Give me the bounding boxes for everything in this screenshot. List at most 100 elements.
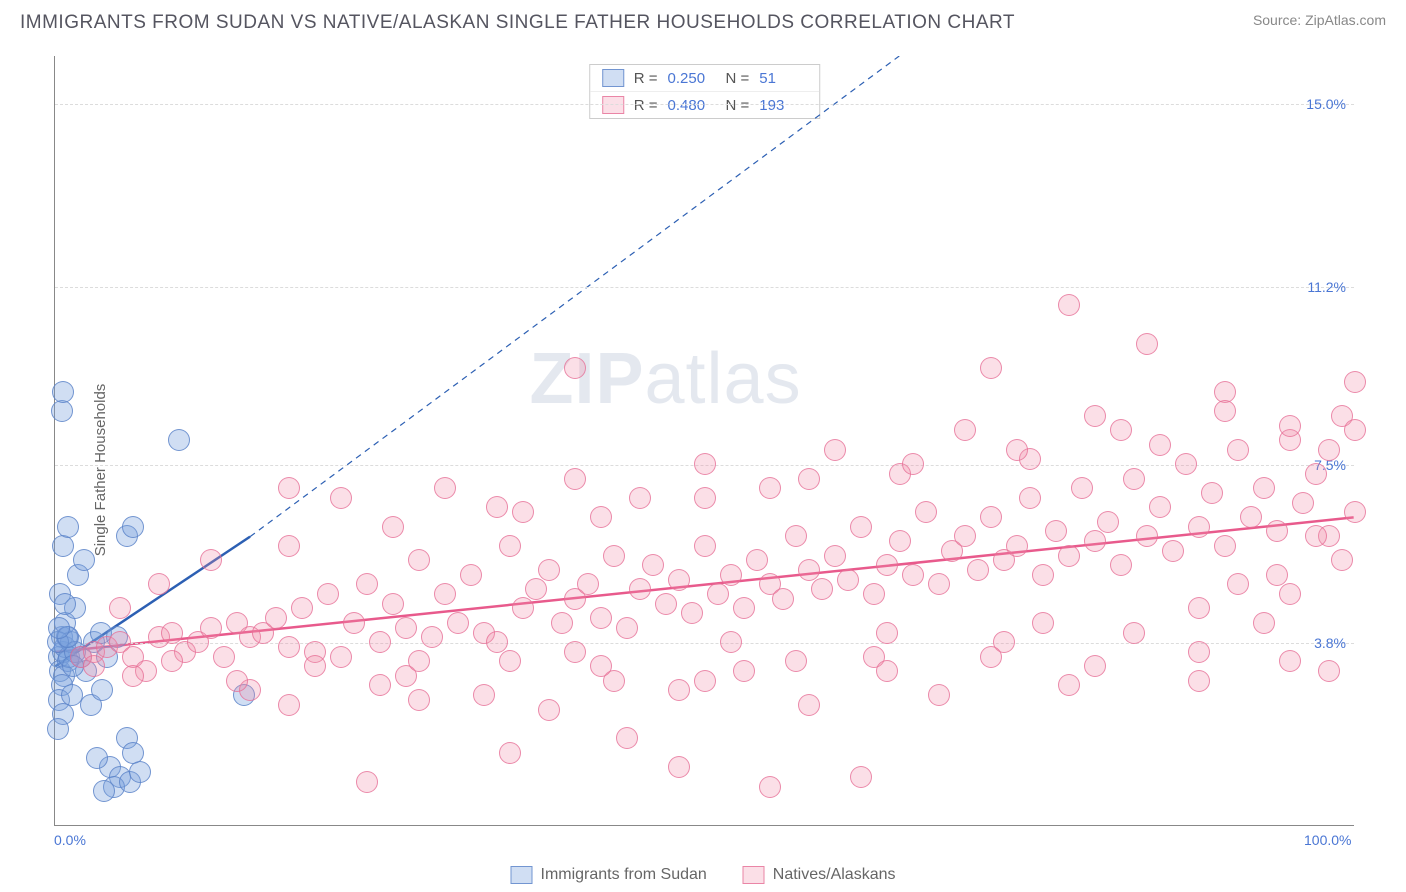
correlation-legend: R = 0.250 N = 51 R = 0.480 N = 193 — [589, 64, 821, 119]
data-point — [902, 564, 924, 586]
data-point — [928, 684, 950, 706]
data-point — [265, 607, 287, 629]
data-point — [980, 357, 1002, 379]
data-point — [967, 559, 989, 581]
data-point — [1175, 453, 1197, 475]
data-point — [1110, 419, 1132, 441]
data-point — [720, 564, 742, 586]
legend-swatch-blue — [511, 866, 533, 884]
chart-title: IMMIGRANTS FROM SUDAN VS NATIVE/ALASKAN … — [20, 12, 1015, 34]
data-point — [538, 559, 560, 581]
data-point — [278, 535, 300, 557]
data-point — [824, 439, 846, 461]
data-point — [1331, 549, 1353, 571]
data-point — [694, 487, 716, 509]
data-point — [51, 400, 73, 422]
data-point — [291, 597, 313, 619]
data-point — [52, 381, 74, 403]
data-point — [785, 525, 807, 547]
data-point — [499, 742, 521, 764]
data-point — [434, 583, 456, 605]
data-point — [1305, 525, 1327, 547]
data-point — [278, 636, 300, 658]
data-point — [1266, 520, 1288, 542]
legend-item-pink: Natives/Alaskans — [743, 866, 896, 884]
data-point — [590, 655, 612, 677]
data-point — [642, 554, 664, 576]
data-point — [369, 631, 391, 653]
data-point — [1149, 496, 1171, 518]
legend-label-pink: Natives/Alaskans — [773, 866, 896, 884]
data-point — [1006, 535, 1028, 557]
data-point — [86, 747, 108, 769]
data-point — [889, 530, 911, 552]
data-point — [954, 419, 976, 441]
data-point — [798, 694, 820, 716]
data-point — [1032, 612, 1054, 634]
plot-area: ZIPatlas R = 0.250 N = 51 R = 0.480 N = … — [54, 56, 1354, 826]
data-point — [564, 641, 586, 663]
data-point — [694, 453, 716, 475]
data-point — [161, 622, 183, 644]
data-point — [720, 631, 742, 653]
data-point — [1214, 400, 1236, 422]
data-point — [668, 756, 690, 778]
data-point — [616, 617, 638, 639]
data-point — [226, 670, 248, 692]
data-point — [73, 549, 95, 571]
series-legend: Immigrants from Sudan Natives/Alaskans — [511, 866, 896, 884]
chart-container: Single Father Households ZIPatlas R = 0.… — [0, 48, 1406, 892]
data-point — [629, 487, 651, 509]
data-point — [876, 554, 898, 576]
data-point — [1318, 439, 1340, 461]
data-point — [1318, 660, 1340, 682]
data-point — [129, 761, 151, 783]
data-point — [811, 578, 833, 600]
data-point — [915, 501, 937, 523]
data-point — [1227, 439, 1249, 461]
data-point — [629, 578, 651, 600]
data-point — [317, 583, 339, 605]
data-point — [1227, 573, 1249, 595]
data-point — [902, 453, 924, 475]
data-point — [980, 506, 1002, 528]
legend-row-blue: R = 0.250 N = 51 — [590, 65, 820, 92]
watermark-light: atlas — [644, 339, 801, 419]
data-point — [54, 593, 76, 615]
data-point — [122, 665, 144, 687]
data-point — [733, 597, 755, 619]
data-point — [707, 583, 729, 605]
data-point — [668, 679, 690, 701]
data-point — [148, 573, 170, 595]
data-point — [330, 487, 352, 509]
data-point — [343, 612, 365, 634]
data-point — [330, 646, 352, 668]
data-point — [168, 429, 190, 451]
data-point — [1136, 525, 1158, 547]
n-value-blue: 51 — [759, 70, 807, 87]
data-point — [1279, 650, 1301, 672]
data-point — [954, 525, 976, 547]
data-point — [694, 670, 716, 692]
data-point — [512, 597, 534, 619]
data-point — [1279, 583, 1301, 605]
legend-swatch-blue — [602, 69, 624, 87]
data-point — [213, 646, 235, 668]
data-point — [57, 516, 79, 538]
data-point — [798, 468, 820, 490]
legend-label-blue: Immigrants from Sudan — [541, 866, 707, 884]
data-point — [603, 545, 625, 567]
data-point — [1240, 506, 1262, 528]
data-point — [369, 674, 391, 696]
data-point — [1188, 516, 1210, 538]
data-point — [1110, 554, 1132, 576]
data-point — [1058, 674, 1080, 696]
data-point — [577, 573, 599, 595]
data-point — [1045, 520, 1067, 542]
data-point — [1188, 597, 1210, 619]
watermark: ZIPatlas — [529, 338, 801, 420]
data-point — [395, 617, 417, 639]
r-value-blue: 0.250 — [668, 70, 716, 87]
data-point — [447, 612, 469, 634]
data-point — [525, 578, 547, 600]
